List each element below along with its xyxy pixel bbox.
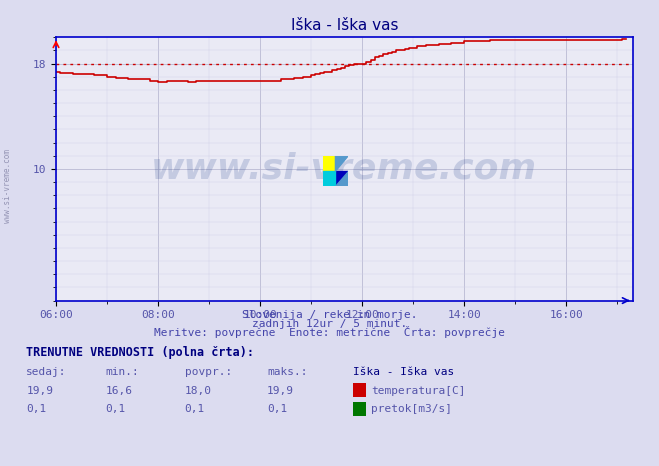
Text: pretok[m3/s]: pretok[m3/s] (371, 404, 452, 414)
Polygon shape (335, 156, 348, 171)
Text: zadnjih 12ur / 5 minut.: zadnjih 12ur / 5 minut. (252, 319, 407, 329)
Text: 19,9: 19,9 (267, 386, 294, 396)
Text: 16,6: 16,6 (105, 386, 132, 396)
Text: Slovenija / reke in morje.: Slovenija / reke in morje. (242, 310, 417, 320)
Text: www.si-vreme.com: www.si-vreme.com (3, 150, 13, 223)
Text: povpr.:: povpr.: (185, 367, 232, 377)
Text: 19,9: 19,9 (26, 386, 53, 396)
Text: 0,1: 0,1 (105, 404, 126, 414)
Bar (335, 171, 348, 186)
Text: 0,1: 0,1 (26, 404, 47, 414)
Text: temperatura[C]: temperatura[C] (371, 386, 465, 396)
Text: Iška - Iška vas: Iška - Iška vas (353, 367, 454, 377)
Text: 0,1: 0,1 (267, 404, 287, 414)
Polygon shape (335, 171, 348, 186)
Text: www.si-vreme.com: www.si-vreme.com (152, 152, 537, 186)
Text: TRENUTNE VREDNOSTI (polna črta):: TRENUTNE VREDNOSTI (polna črta): (26, 347, 254, 359)
Bar (323, 156, 335, 171)
Text: min.:: min.: (105, 367, 139, 377)
Text: 18,0: 18,0 (185, 386, 212, 396)
Text: maks.:: maks.: (267, 367, 307, 377)
Text: Meritve: povprečne  Enote: metrične  Črta: povprečje: Meritve: povprečne Enote: metrične Črta:… (154, 327, 505, 338)
Title: Iška - Iška vas: Iška - Iška vas (291, 18, 398, 34)
Bar (323, 171, 335, 186)
Text: sedaj:: sedaj: (26, 367, 67, 377)
Text: 0,1: 0,1 (185, 404, 205, 414)
